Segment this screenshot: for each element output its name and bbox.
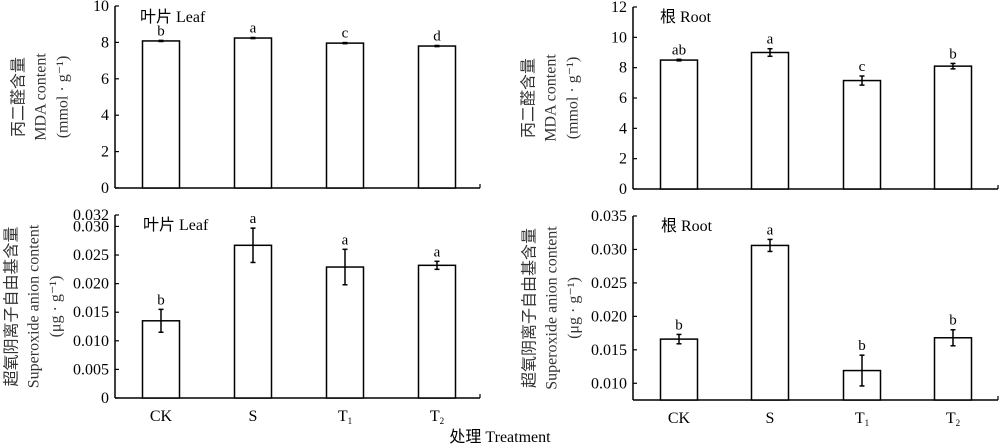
bar-T2 (417, 264, 457, 399)
significance-label: b (858, 338, 866, 354)
shared-x-axis-label: 处理 Treatment (449, 428, 551, 446)
y-tick-label: 6 (101, 71, 109, 88)
bar-T2 (933, 337, 973, 401)
panel-bottom-right: 0.010 0.015 0.020 0.025 0.030 0.035 b CK a Sb T1 b T… (521, 208, 999, 428)
bar-S (750, 244, 790, 401)
y-tick-label: 2 (619, 151, 627, 168)
bar-CK (659, 59, 699, 190)
bar-S (750, 51, 790, 190)
y-axis-label: (mmol · g⁻¹) (565, 57, 582, 140)
y-tick-label: 0 (101, 180, 109, 197)
y-axis-label: (mmol · g⁻¹) (55, 56, 72, 139)
x-tick-label: T2 (946, 410, 960, 428)
y-tick-label: 4 (101, 107, 109, 124)
significance-label: b (157, 292, 165, 308)
x-tick-label: S (249, 408, 258, 425)
panel-title: 叶片 Leaf (143, 216, 209, 234)
y-axis-label: 丙二醛含量 (520, 58, 538, 138)
significance-label: a (250, 20, 257, 36)
y-tick-label: 0 (101, 390, 109, 407)
y-tick-label: 0 (619, 181, 627, 198)
y-axis-label: (μg · g⁻¹) (48, 276, 65, 338)
bar-CK (141, 40, 181, 189)
significance-label: c (342, 26, 349, 42)
subscript: 2 (440, 416, 445, 426)
significance-label: a (767, 222, 774, 238)
significance-label: a (342, 232, 349, 248)
y-tick-label: 0.010 (73, 333, 109, 350)
significance-label: d (433, 28, 441, 44)
y-tick-label: 0.035 (591, 208, 627, 225)
panel-title: 叶片 Leaf (140, 8, 206, 26)
significance-label: c (859, 59, 866, 75)
significance-label: b (949, 313, 957, 329)
y-tick-label: 0.032 (73, 207, 109, 224)
significance-label: ab (672, 42, 686, 58)
y-tick-label: 10 (93, 0, 109, 15)
y-tick-label: 8 (619, 60, 627, 77)
panel-title: 根 Root (661, 217, 713, 235)
y-tick-label: 0.015 (73, 304, 109, 321)
y-tick-label: 6 (619, 90, 627, 107)
significance-label: b (675, 317, 683, 333)
y-tick-label: 0.020 (591, 308, 627, 325)
y-axis-label: 丙二醛含量 (10, 57, 28, 137)
y-tick-label: 0.005 (73, 361, 109, 378)
panel-title: 根 Root (660, 8, 712, 26)
bar-CK (659, 338, 699, 401)
y-tick-label: 10 (611, 29, 627, 46)
y-tick-label: 8 (101, 34, 109, 51)
bar-T1 (325, 266, 365, 399)
y-tick-label: 0.025 (591, 275, 627, 292)
bar-T1 (325, 42, 365, 189)
panel-top-right: 0 2 4 6 8 10 12 ab a c b 根 Root 丙二醛含量 MDA content (mmo… (520, 0, 999, 198)
subscript: 1 (348, 416, 353, 426)
y-tick-label: 0.030 (591, 241, 627, 258)
x-tick-label: T1 (338, 408, 352, 426)
bar-T2 (417, 45, 457, 189)
significance-label: a (250, 211, 257, 227)
y-tick-label: 4 (619, 120, 627, 137)
x-tick-label: T2 (430, 408, 444, 426)
y-tick-label: 0.015 (591, 342, 627, 359)
significance-label: a (767, 32, 774, 48)
y-axis-label: Superoxide anion content (544, 226, 561, 390)
y-tick-label: 0.030 (73, 218, 109, 235)
y-axis-label: Superoxide anion content (26, 224, 43, 388)
x-tick-label: CK (668, 410, 691, 427)
y-tick-label: 2 (101, 144, 109, 161)
y-axis-label: 超氧阴离子自由基含量 (3, 226, 21, 386)
y-axis-label: 超氧阴离子自由基含量 (521, 228, 539, 388)
y-axis-label: MDA content (33, 53, 50, 141)
y-axis-label: (μg · g⁻¹) (566, 277, 583, 339)
panel-top-left: 0 2 4 6 8 10 b a c d 叶片 Leaf 丙二醛含量 MDA content (mmol … (10, 0, 481, 197)
bar-S (233, 37, 273, 189)
significance-label: b (157, 23, 165, 39)
x-tick-label: T1 (855, 410, 869, 428)
bar-CK (141, 320, 181, 399)
y-tick-label: 12 (611, 0, 627, 16)
y-tick-label: 0.020 (73, 276, 109, 293)
y-axis-label: MDA content (543, 54, 560, 142)
significance-label: b (949, 46, 957, 62)
x-tick-label: S (766, 410, 775, 427)
bar-S (233, 244, 273, 399)
significance-label: a (434, 244, 441, 260)
y-tick-label: 0.010 (591, 375, 627, 392)
y-tick-label: 0.025 (73, 247, 109, 264)
x-tick-label: CK (150, 408, 173, 425)
subscript: 2 (956, 418, 961, 428)
bar-T1 (842, 79, 882, 190)
bar-T2 (933, 65, 973, 190)
subscript: 1 (865, 418, 870, 428)
